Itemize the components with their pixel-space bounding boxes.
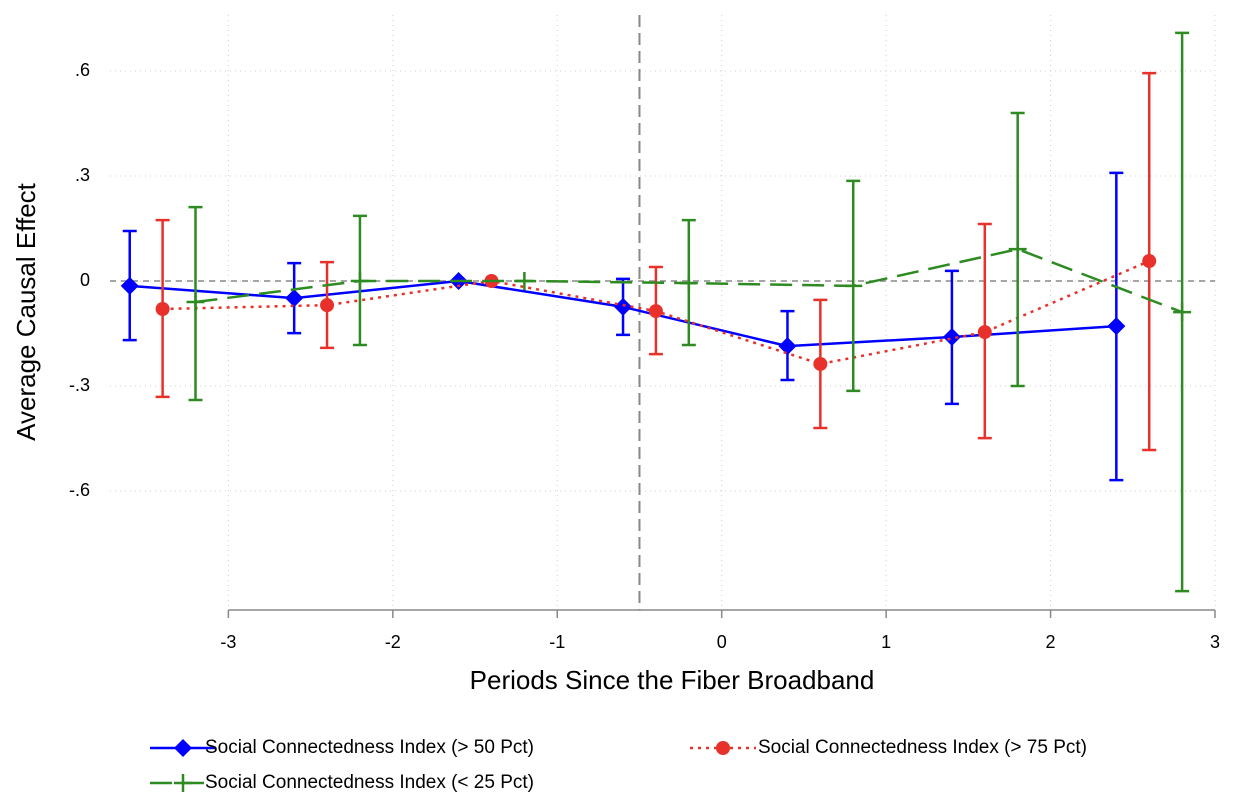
x-tick-label: 1 (881, 632, 891, 652)
marker (778, 337, 797, 356)
x-tick-label: 2 (1046, 632, 1056, 652)
x-tick-label: 0 (717, 632, 727, 652)
marker (813, 356, 828, 371)
x-tick-label: -2 (385, 632, 401, 652)
marker (977, 325, 992, 340)
y-axis-title: Average Causal Effect (11, 182, 41, 441)
marker (1008, 240, 1027, 259)
x-axis-title: Periods Since the Fiber Broadband (470, 665, 875, 695)
y-tick-label: 0 (80, 270, 90, 290)
marker (155, 302, 170, 316)
y-tick-label: .3 (75, 165, 90, 185)
legend-marker (716, 741, 730, 755)
marker (844, 276, 863, 295)
marker (1173, 303, 1192, 322)
marker (120, 276, 139, 295)
x-tick-label: 3 (1210, 632, 1220, 652)
y-tick-label: -.3 (69, 375, 90, 395)
x-tick-label: -3 (220, 632, 236, 652)
marker (350, 272, 369, 290)
legend-marker (174, 774, 192, 792)
legend-label: Social Connectedness Index (> 75 Pct) (758, 737, 1087, 758)
y-tick-label: -.6 (69, 480, 90, 500)
x-tick-label: -1 (549, 632, 565, 652)
marker (614, 297, 633, 316)
marker (679, 274, 698, 293)
marker (648, 304, 663, 319)
y-tick-label: .6 (75, 60, 90, 80)
marker (515, 272, 534, 290)
marker (942, 328, 961, 346)
legend-marker (174, 739, 192, 757)
legend-label: Social Connectedness Index (> 50 Pct) (205, 737, 534, 758)
marker (1107, 317, 1126, 336)
marker (320, 298, 335, 313)
legend-label: Social Connectedness Index (< 25 Pct) (205, 772, 534, 793)
marker (186, 293, 205, 311)
marker (285, 289, 304, 308)
marker (1142, 254, 1157, 269)
